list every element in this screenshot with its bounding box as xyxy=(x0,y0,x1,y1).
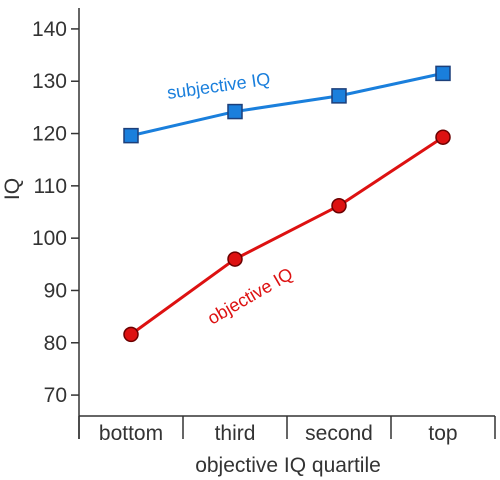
series-label-subjective-iq: subjective IQ xyxy=(166,69,272,103)
y-tick-label: 140 xyxy=(32,18,67,41)
data-point xyxy=(123,326,139,343)
y-tick-label: 70 xyxy=(44,384,67,407)
data-point xyxy=(435,65,451,82)
axes: 70 80 90 100 110 120 130 140 bottom third second t… xyxy=(32,8,496,445)
y-ticks: 70 80 90 100 110 120 130 140 xyxy=(32,18,79,407)
series-line xyxy=(130,135,444,336)
series-1 xyxy=(123,129,451,343)
y-tick-label: 100 xyxy=(32,227,67,250)
data-point xyxy=(227,103,243,120)
y-tick-label: 120 xyxy=(32,123,67,146)
data-point xyxy=(435,129,451,145)
x-tick-label: bottom xyxy=(99,422,163,445)
x-tick-label: top xyxy=(428,422,457,445)
data-point xyxy=(331,88,347,104)
data-point xyxy=(227,251,243,267)
series-line xyxy=(130,71,444,138)
y-tick-label: 130 xyxy=(32,70,67,93)
data-point xyxy=(123,127,139,144)
data-point xyxy=(331,197,347,214)
y-tick-label: 110 xyxy=(34,175,67,198)
x-ticks: bottom third second top xyxy=(78,416,496,445)
y-tick-label: 80 xyxy=(44,332,67,355)
series-0 xyxy=(123,65,451,144)
x-axis-title: objective IQ quartile xyxy=(195,454,381,477)
x-tick-label: third xyxy=(215,422,256,445)
series-layer xyxy=(123,65,451,343)
x-tick-label: second xyxy=(305,422,373,445)
y-axis-title: IQ xyxy=(1,178,24,200)
y-tick-label: 90 xyxy=(44,279,67,302)
